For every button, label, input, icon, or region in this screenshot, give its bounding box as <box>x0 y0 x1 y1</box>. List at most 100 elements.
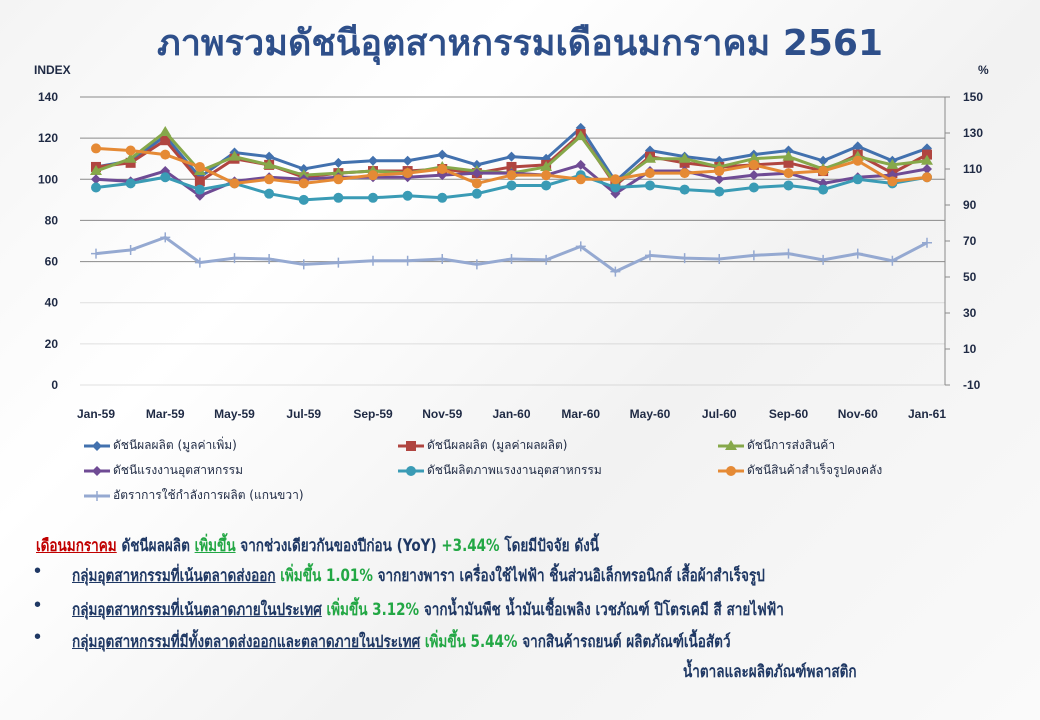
legend-marker <box>92 465 102 476</box>
legend-marker <box>406 440 416 451</box>
data-point <box>748 182 759 193</box>
data-point <box>783 180 794 191</box>
left-axis-label: INDEX <box>34 63 71 77</box>
legend-marker <box>725 439 737 450</box>
data-point <box>818 166 829 177</box>
data-point <box>264 254 275 264</box>
legend-item: อัตราการใช้กำลังการผลิต (แกนขวา) <box>84 486 304 505</box>
data-point <box>471 159 482 170</box>
data-point <box>471 188 482 199</box>
x-tick-label: Sep-60 <box>769 407 809 421</box>
legend-swatch-icon <box>84 465 110 476</box>
data-point <box>679 184 690 195</box>
data-point <box>332 167 345 178</box>
data-point <box>124 152 137 163</box>
legend-label: อัตราการใช้กำลังการผลิต (แกนขวา) <box>113 488 304 502</box>
data-point <box>645 168 655 179</box>
legend-item: ดัชนีผลผลิต (มูลค่าผลผลิต) <box>398 436 567 455</box>
legend-marker <box>406 465 416 476</box>
data-point <box>852 174 863 185</box>
data-point <box>922 172 932 183</box>
left-tick-label: 120 <box>38 131 58 145</box>
data-point <box>368 255 378 266</box>
data-point <box>506 151 517 162</box>
data-point <box>783 157 794 168</box>
legend-item: ดัชนีการส่งสินค้า <box>718 436 835 455</box>
x-tick-label: Jan-59 <box>77 407 115 421</box>
bullet-detail: จากน้ำมันพืช น้ำมันเชื้อเพลิง เวชภัณฑ์ ป… <box>419 600 784 619</box>
bullet-domestic: กลุ่มอุตสาหกรรมที่เน้นตลาดภายในประเทศ เพ… <box>72 597 784 623</box>
data-point <box>921 154 933 165</box>
data-point <box>194 161 205 172</box>
summary-yoy: +3.44% <box>441 536 500 555</box>
data-point <box>747 152 760 163</box>
data-point <box>368 155 378 166</box>
data-point <box>125 145 136 156</box>
data-point <box>263 158 276 169</box>
bullet-group: กลุ่มอุตสาหกรรมที่มีทั้งตลาดส่งออกและตลา… <box>72 632 421 651</box>
right-tick-label: 10 <box>963 342 977 356</box>
data-point <box>159 125 172 136</box>
data-point <box>402 190 413 201</box>
bullet-change: เพิ่มขึ้น 5.44% <box>424 632 518 651</box>
data-point <box>922 149 932 160</box>
data-point <box>541 170 552 181</box>
x-tick-label: Jan-61 <box>908 407 946 421</box>
data-point <box>298 178 309 189</box>
left-tick-label: 40 <box>45 296 59 310</box>
data-point <box>471 168 482 179</box>
bullet-detail: จากสินค้ารถยนต์ ผลิตภัณฑ์เนื้อสัตว์ <box>517 632 731 651</box>
legend-item: ดัชนีแรงงานอุตสาหกรรม <box>84 461 243 480</box>
legend-label: ดัชนีผลิตภาพแรงงานอุตสาหกรรม <box>427 463 602 477</box>
data-point <box>91 248 101 259</box>
data-point <box>125 245 136 255</box>
data-point <box>333 174 344 185</box>
data-point <box>297 169 310 180</box>
bullet-change: เพิ่มขึ้น 3.12% <box>326 600 420 619</box>
data-point <box>264 151 275 162</box>
right-axis-label: % <box>978 63 989 77</box>
data-point <box>818 184 829 195</box>
bullet-change: เพิ่มขึ้น 1.01% <box>280 566 373 585</box>
data-point <box>91 182 101 193</box>
data-point <box>333 192 344 203</box>
data-point <box>714 186 725 197</box>
data-point <box>575 159 586 170</box>
legend-label: ดัชนีการส่งสินค้า <box>747 438 836 452</box>
data-point <box>678 152 691 163</box>
legend-label: ดัชนีสินค้าสำเร็จรูปคงคลัง <box>747 463 883 477</box>
data-point <box>541 254 552 265</box>
data-point <box>125 157 136 168</box>
legend-marker <box>726 465 736 476</box>
x-tick-label: Mar-59 <box>146 407 185 421</box>
legend-label: ดัชนีผลผลิต (มูลค่าเพิ่ม) <box>113 438 237 452</box>
data-point <box>610 266 621 277</box>
data-point <box>852 155 863 166</box>
data-point <box>194 176 205 187</box>
data-point <box>610 174 621 185</box>
summary-month: เดือนมกราคม <box>36 536 117 555</box>
data-point <box>887 255 898 266</box>
x-tick-label: Jan-60 <box>492 407 530 421</box>
data-point <box>645 250 655 261</box>
x-tick-label: Mar-60 <box>561 407 600 421</box>
x-tick-label: May-59 <box>214 407 255 421</box>
data-point <box>679 157 690 168</box>
left-tick-label: 20 <box>45 337 59 351</box>
right-tick-label: 70 <box>963 234 977 248</box>
bullet-mixed-detail-cont: น้ำตาลและผลิตภัณฑ์พลาสติก <box>683 662 857 681</box>
data-point <box>437 149 448 160</box>
data-point <box>852 141 863 152</box>
data-point <box>541 180 552 191</box>
data-point <box>125 178 136 189</box>
line-chart: INDEX % 0 20 40 60 80 100 120 140 -10 10 30 50 70 90 1… <box>34 63 989 421</box>
series-7 <box>91 232 932 277</box>
data-point <box>574 130 587 141</box>
data-point <box>160 135 171 146</box>
legend-swatch-icon <box>84 440 110 451</box>
data-point <box>748 159 759 170</box>
data-point <box>644 152 656 163</box>
data-point <box>471 178 482 189</box>
data-point <box>437 164 448 174</box>
